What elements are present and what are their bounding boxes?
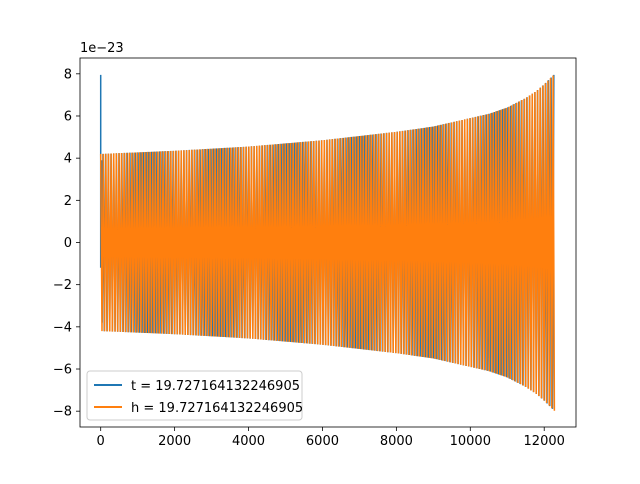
- x-tick-label: 4000: [232, 434, 265, 449]
- x-axis: 0 2000 4000 6000 8000 10000 12000: [97, 427, 565, 449]
- plot-area: [99, 74, 556, 411]
- y-tick-label: −2: [53, 278, 72, 293]
- y-tick-label: 2: [64, 194, 72, 209]
- x-tick-label: 8000: [380, 434, 413, 449]
- legend-frame: [86, 370, 303, 421]
- y-tick-label: 6: [64, 109, 72, 124]
- y-offset-text: 1e−23: [80, 41, 124, 56]
- y-tick-label: 0: [64, 236, 72, 251]
- y-tick-label: 8: [64, 67, 72, 82]
- y-tick-label: −6: [53, 363, 72, 378]
- legend-label-t: t = 19.727164132246905: [131, 379, 300, 394]
- x-tick-label: 2000: [158, 434, 191, 449]
- y-tick-label: 4: [64, 152, 72, 167]
- x-tick-label: 10000: [450, 434, 491, 449]
- x-tick-label: 6000: [306, 434, 339, 449]
- series-layer: [99, 74, 556, 411]
- y-tick-label: −4: [53, 320, 72, 335]
- series-h-line: [99, 75, 556, 411]
- y-axis: −8 −6 −4 −2 0 2 4 6 8: [53, 67, 80, 420]
- legend-label-h: h = 19.727164132246905: [131, 401, 303, 416]
- x-tick-label: 0: [97, 434, 105, 449]
- y-tick-label: −8: [53, 405, 72, 420]
- x-tick-label: 12000: [524, 434, 565, 449]
- legend: t = 19.727164132246905 h = 19.7271641322…: [86, 370, 303, 421]
